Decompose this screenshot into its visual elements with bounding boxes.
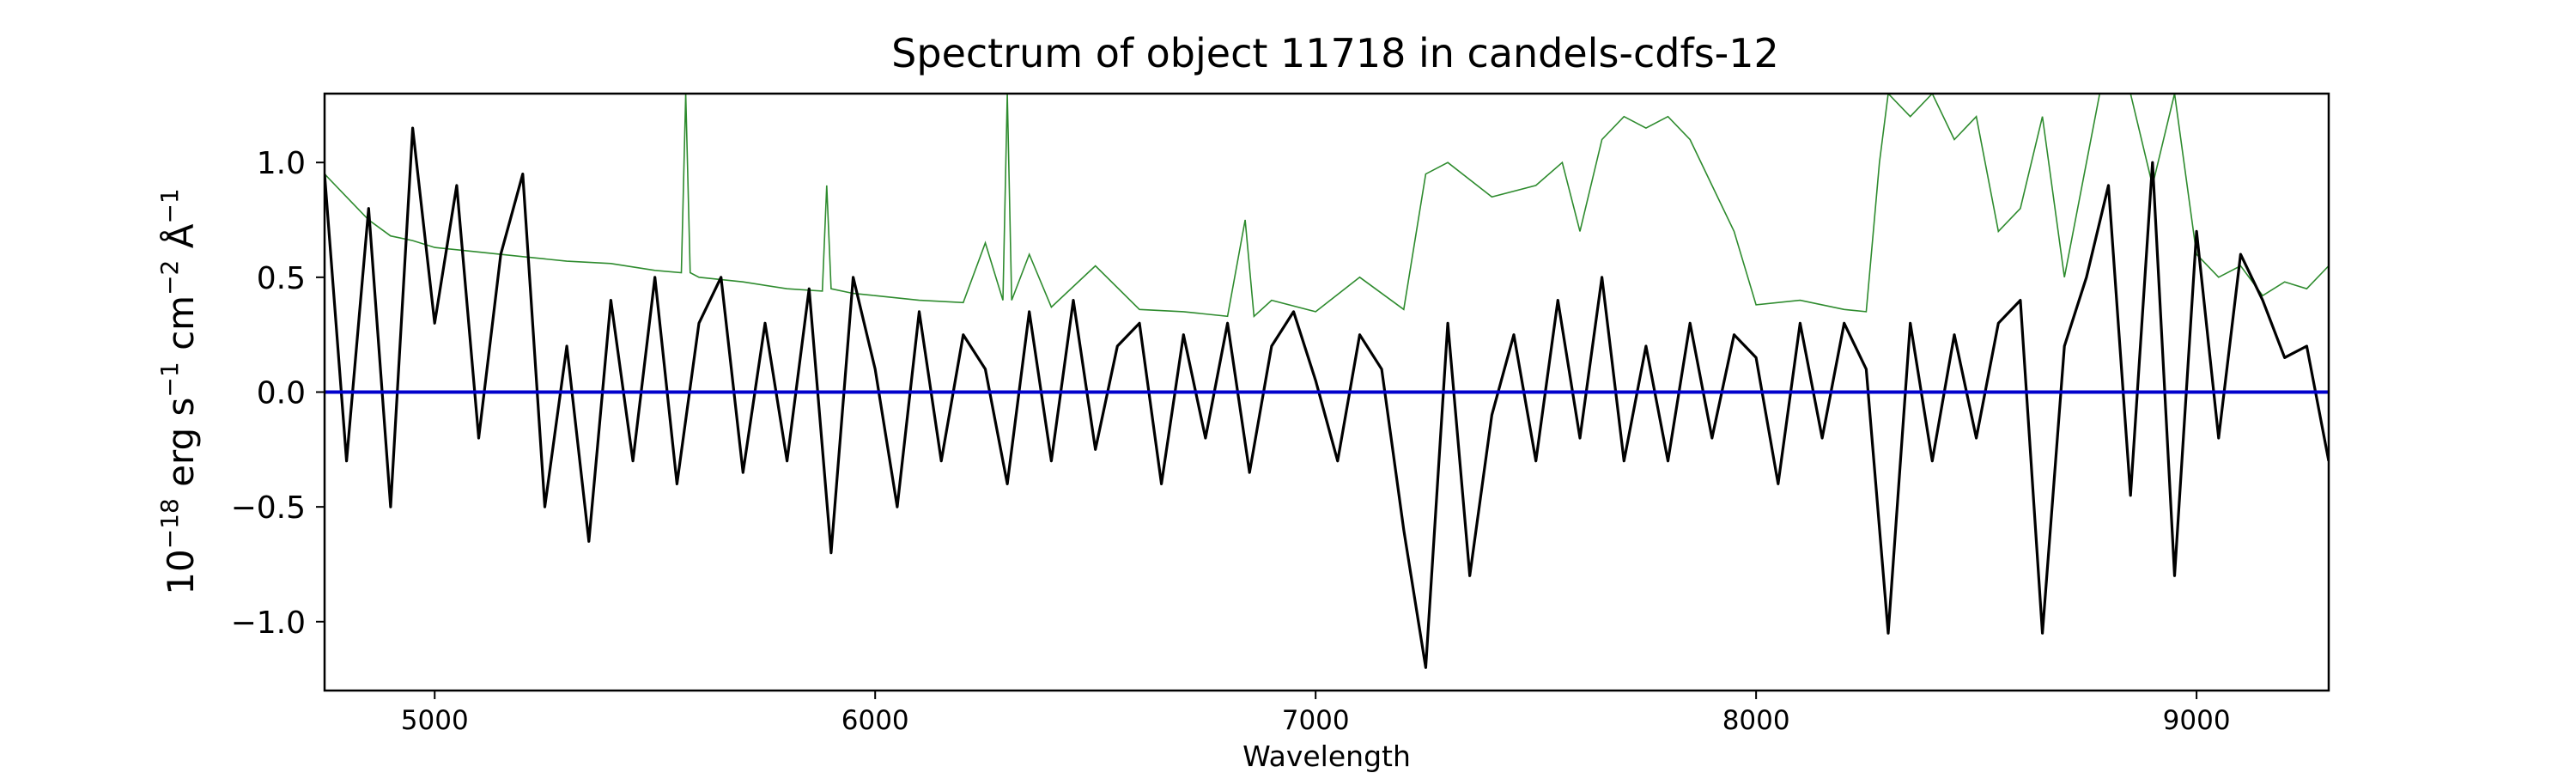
x-tick-label: 6000	[841, 705, 909, 736]
y-tick-label: 0.5	[257, 261, 306, 296]
y-label-unit2: cm	[160, 295, 202, 362]
y-label-exp2: −2	[155, 260, 184, 295]
x-axis-label: Wavelength	[1242, 740, 1411, 773]
y-label-exp3: −1	[155, 188, 184, 223]
y-axis-label: 10−18 erg s−1 cm−2 Å−1	[155, 188, 202, 594]
error-spectrum-line	[325, 94, 2329, 318]
y-label-unit3: Å	[159, 223, 202, 259]
y-tick-label: −1.0	[231, 606, 306, 641]
x-tick-label: 7000	[1282, 705, 1350, 736]
y-label-base: 10	[160, 549, 202, 594]
x-tick-label: 9000	[2163, 705, 2231, 736]
x-tick-label: 8000	[1722, 705, 1790, 736]
y-tick-label: 0.0	[257, 376, 306, 411]
flux-spectrum-line	[325, 126, 2329, 669]
y-label-exp1: −1	[155, 362, 184, 397]
y-axis: 1.0 0.5 0.0 −0.5 −1.0	[231, 146, 325, 641]
y-label-unit1: erg s	[160, 398, 202, 499]
chart-title: Spectrum of object 11718 in candels-cdfs…	[891, 30, 1779, 76]
y-label-exp: −18	[155, 498, 184, 549]
y-tick-label: −0.5	[231, 490, 306, 526]
y-tick-label: 1.0	[257, 146, 306, 181]
x-axis: 5000 6000 7000 8000 9000	[401, 691, 2231, 736]
x-tick-label: 5000	[401, 705, 469, 736]
plot-area	[325, 94, 2329, 669]
